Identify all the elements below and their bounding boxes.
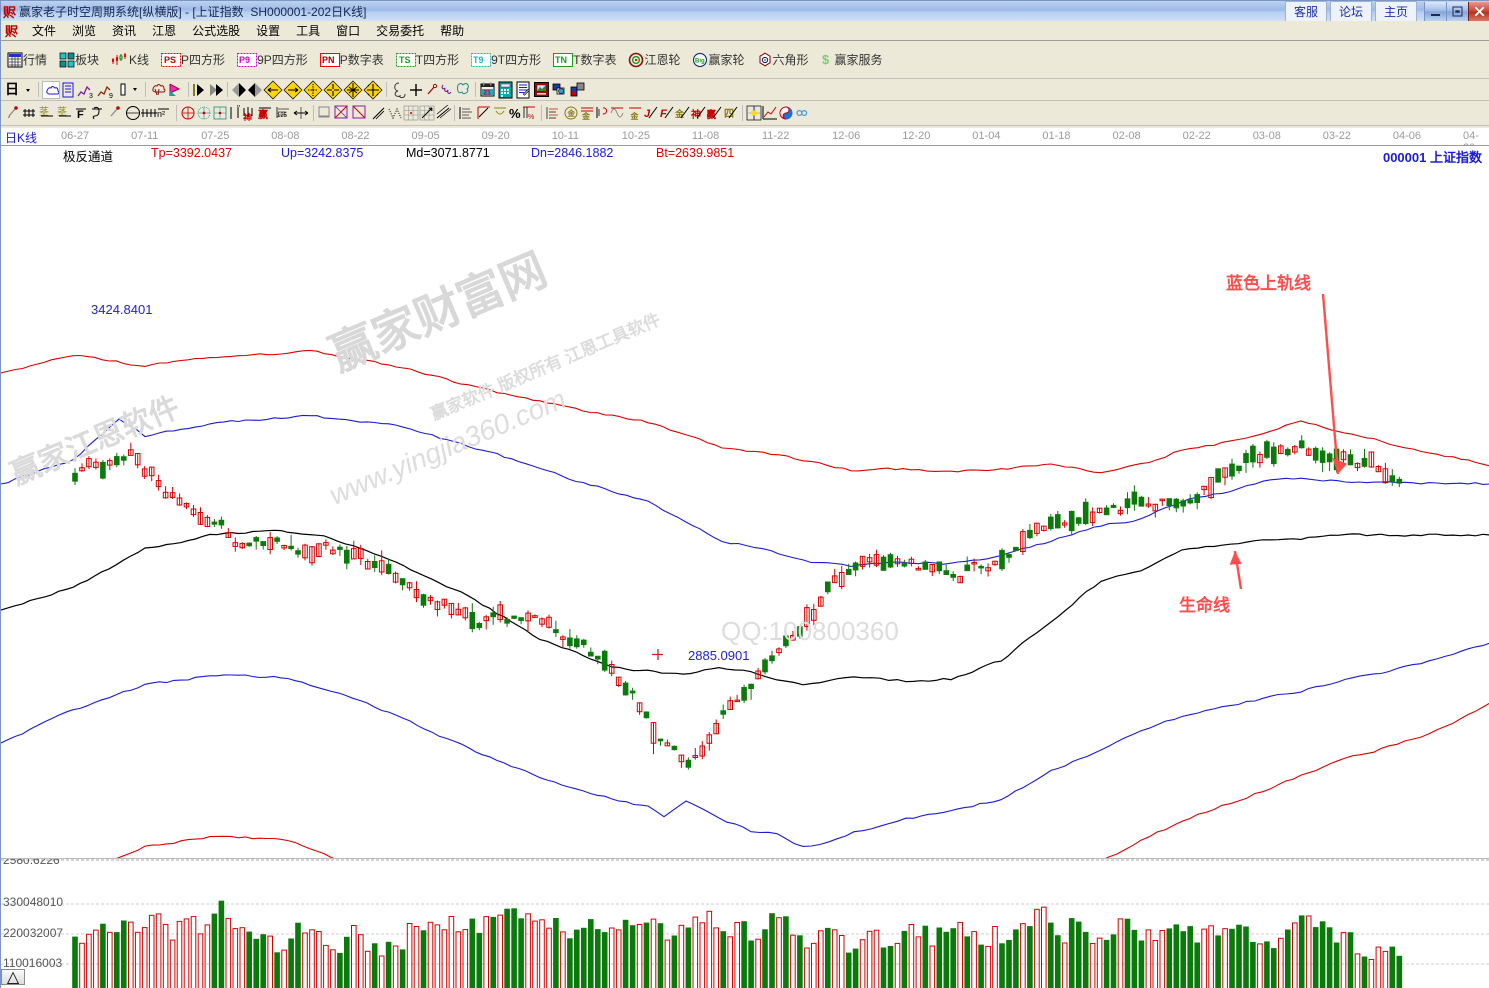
svg-text:TN: TN bbox=[555, 55, 567, 65]
svg-text:9: 9 bbox=[109, 93, 113, 99]
svg-text:$: $ bbox=[822, 52, 830, 67]
svg-text:3: 3 bbox=[89, 93, 93, 99]
svg-text:金: 金 bbox=[581, 111, 591, 121]
svg-text:赢: 赢 bbox=[258, 108, 268, 121]
svg-text:'': '' bbox=[237, 105, 241, 113]
svg-text:P9: P9 bbox=[239, 55, 250, 65]
svg-text:J: J bbox=[644, 108, 651, 120]
svg-text:21: 21 bbox=[484, 89, 492, 96]
svg-text:金: 金 bbox=[567, 108, 576, 118]
svg-text:金: 金 bbox=[630, 111, 640, 121]
svg-text:125: 125 bbox=[277, 113, 288, 119]
svg-text:Big: Big bbox=[695, 58, 705, 64]
svg-text:F: F bbox=[660, 108, 667, 120]
svg-text:金: 金 bbox=[675, 108, 685, 119]
svg-text:日: 日 bbox=[5, 81, 19, 97]
svg-text:T9: T9 bbox=[473, 55, 484, 65]
svg-text:F: F bbox=[77, 109, 84, 121]
svg-text:TS: TS bbox=[399, 55, 411, 65]
svg-text:神: 神 bbox=[243, 112, 252, 121]
svg-text:PN: PN bbox=[322, 55, 335, 65]
svg-text:n²: n² bbox=[157, 109, 165, 119]
svg-text:赢: 赢 bbox=[707, 108, 716, 121]
svg-text:%: % bbox=[528, 114, 534, 121]
svg-text:PS: PS bbox=[164, 55, 176, 65]
svg-text:%: % bbox=[509, 106, 521, 121]
